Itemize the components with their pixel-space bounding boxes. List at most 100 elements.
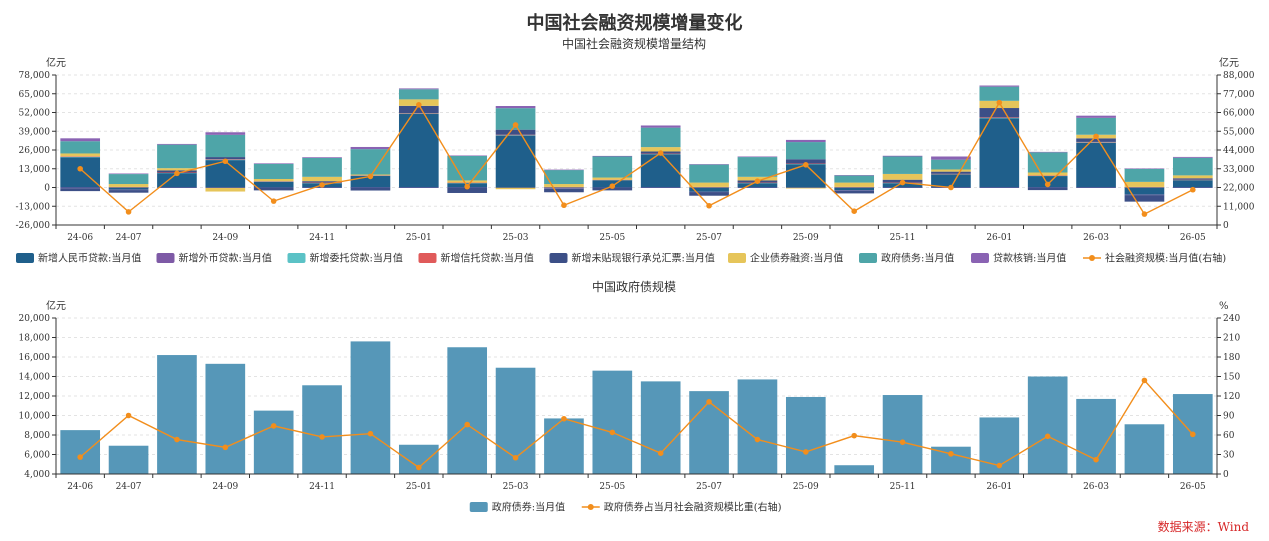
bar-segment — [60, 188, 101, 192]
bar — [544, 418, 584, 474]
y-axis-left-unit: 亿元 — [46, 56, 66, 69]
y-tick-label-left: 20,000 — [19, 314, 51, 324]
x-tick-label: 25-07 — [696, 233, 722, 243]
bar — [1124, 424, 1165, 474]
bar — [205, 363, 246, 474]
bar-segment — [785, 159, 826, 164]
bar-segment — [253, 187, 294, 188]
line-point — [1141, 377, 1148, 384]
line-point — [270, 198, 277, 204]
line-point — [803, 162, 809, 168]
x-tick-label: 25-03 — [503, 233, 529, 243]
legend-label: 新增委托贷款:当月值 — [310, 252, 403, 265]
legend-item: 社会融资规模:当月值(右轴) — [1083, 252, 1226, 265]
bar-segment — [60, 156, 101, 158]
bar — [108, 445, 149, 474]
line-point — [657, 150, 664, 156]
y-tick-label-left: 65,000 — [19, 90, 51, 100]
legend-label: 政府债务:当月值 — [881, 252, 954, 265]
bar-segment — [1076, 141, 1116, 143]
bar-segment — [398, 88, 439, 90]
y-tick-label-left: 16,000 — [19, 353, 51, 363]
y-tick-label-left: -13,000 — [15, 202, 50, 212]
y-tick-label-right: 90 — [1223, 412, 1235, 422]
bar-segment — [689, 164, 729, 183]
bar-segment — [979, 187, 1020, 188]
bar-segment — [350, 175, 391, 188]
x-tick-label: 24-07 — [116, 233, 142, 243]
legend-swatch — [16, 253, 34, 263]
chart-subtitle: 中国社会融资规模增量结构 — [562, 36, 706, 51]
chart-subtitle: 中国政府债规模 — [592, 279, 676, 294]
line-point — [996, 462, 1003, 469]
bar — [785, 396, 826, 474]
bar-segment — [1027, 175, 1068, 177]
line-point — [174, 436, 180, 443]
y-tick-label-right: 180 — [1223, 353, 1240, 363]
line-point — [609, 429, 616, 436]
bar-segment — [447, 182, 488, 184]
bar-segment — [931, 171, 971, 174]
bar-segment — [640, 154, 681, 188]
y-tick-label-right: 33,000 — [1223, 165, 1255, 175]
bar-segment — [495, 135, 536, 188]
bar-segment — [108, 190, 149, 193]
line-point — [948, 184, 954, 191]
y-axis-right-unit: 亿元 — [1219, 56, 1239, 69]
bar-segment — [1124, 168, 1165, 182]
bar-segment — [931, 174, 971, 175]
legend-swatch — [418, 253, 437, 263]
line-point — [367, 430, 374, 437]
line-point — [851, 432, 857, 439]
bar-segment — [302, 187, 342, 188]
bar-segment — [931, 169, 971, 172]
y-tick-label-left: 18,000 — [19, 334, 51, 344]
bar-segment — [737, 157, 778, 177]
bar-segment — [640, 127, 681, 148]
bar-segment — [60, 153, 101, 157]
bar-segment — [834, 190, 875, 191]
line-point — [851, 208, 857, 214]
line-point — [319, 182, 325, 188]
bar-segment — [108, 189, 149, 191]
bar-segment — [350, 146, 391, 150]
bar-segment — [544, 184, 584, 187]
bar-segment — [640, 125, 681, 128]
line-point — [561, 202, 567, 209]
bar-segment — [737, 187, 778, 188]
bar-segment — [253, 163, 294, 164]
bar-segment — [979, 117, 1020, 119]
bar-segment — [253, 181, 294, 182]
y-tick-label-left: 26,000 — [19, 146, 51, 156]
bar-segment — [979, 117, 1020, 118]
bar-segment — [205, 132, 246, 135]
legend-label: 新增未贴现银行承兑汇票:当月值 — [572, 252, 715, 265]
legend-label: 企业债券融资:当月值 — [750, 252, 843, 265]
x-tick-label: 25-05 — [599, 482, 625, 492]
y-tick-label-right: 0 — [1223, 221, 1229, 231]
legend-marker — [1089, 255, 1095, 261]
bar-segment — [1124, 194, 1165, 196]
legend-swatch — [549, 253, 568, 263]
bar-segment — [1076, 115, 1116, 118]
y-tick-label-right: 120 — [1223, 392, 1240, 402]
bar-segment — [350, 149, 391, 175]
bar-segment — [592, 180, 633, 181]
y-tick-label-right: 44,000 — [1223, 146, 1255, 156]
bar-segment — [1172, 180, 1213, 188]
bar-segment — [1124, 187, 1165, 188]
y-tick-label-left: 8,000 — [24, 431, 50, 441]
legend-label: 新增外币贷款:当月值 — [179, 252, 272, 265]
bar — [689, 391, 729, 474]
y-tick-label-right: 66,000 — [1223, 109, 1255, 119]
bar-segment — [302, 176, 342, 182]
bar-segment — [544, 186, 584, 188]
y-tick-label-right: 22,000 — [1223, 184, 1255, 194]
line-point — [319, 434, 325, 440]
line-point — [1044, 181, 1051, 188]
x-tick-label: 26-05 — [1180, 233, 1206, 243]
y-tick-label-left: 39,000 — [19, 127, 51, 137]
bar-segment — [544, 187, 584, 188]
bar-segment — [157, 143, 197, 145]
